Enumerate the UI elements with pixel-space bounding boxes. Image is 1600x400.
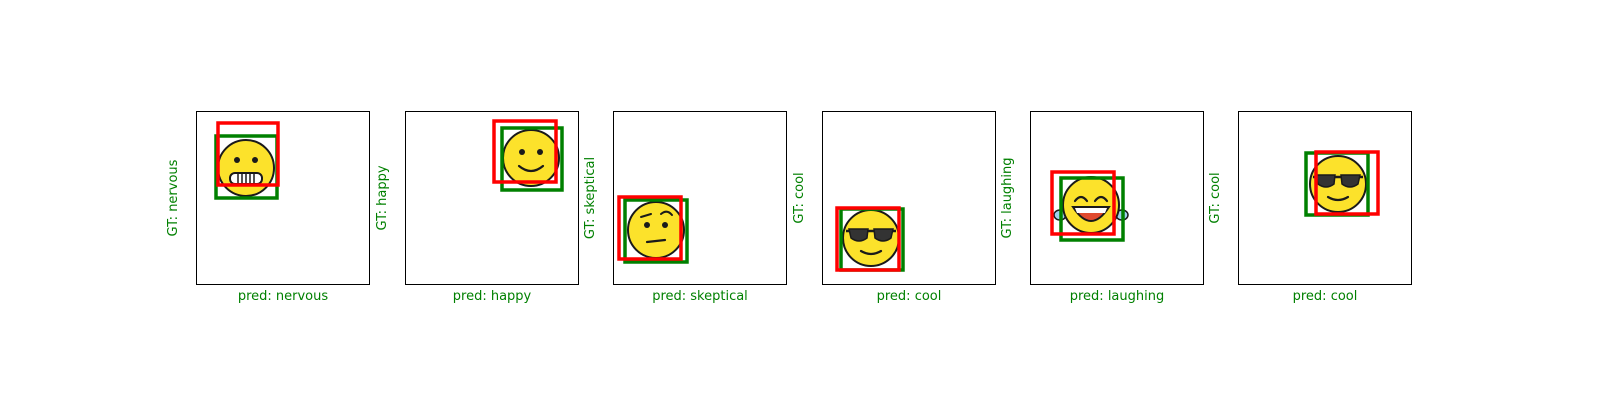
ground-truth-label: GT: cool [792,172,807,224]
ground-truth-label: GT: happy [375,165,390,231]
sample-panel-5: GT: laughing pred: laughing [1000,111,1204,304]
prediction-label: pred: skeptical [652,289,748,304]
slightly-smiling-face-icon [502,129,560,187]
prediction-label: pred: nervous [237,289,329,304]
ground-truth-label: GT: nervous [166,159,181,237]
predicted-box [492,119,558,184]
predicted-box [835,206,901,272]
grimacing-face-icon [217,139,275,197]
emoji-layer [492,119,564,192]
tears-of-joy-face-icon [1053,176,1129,234]
emoji-layer [835,206,905,272]
sample-panel-6: GT: cool pred: cool [1208,111,1412,304]
emoji-layer [214,121,280,200]
sunglasses-face-icon [842,209,900,267]
emoji-layer [617,195,689,264]
prediction-label: pred: laughing [1069,289,1165,304]
predicted-box [1314,150,1380,216]
ground-truth-box [500,126,564,192]
prediction-label: pred: happy [452,289,532,304]
predicted-box [1050,170,1116,236]
sample-panel-3: GT: skeptical pred: skeptical [583,111,787,304]
prediction-label: pred: cool [1292,289,1358,304]
sample-panel-2: GT: happy pred: happy [375,111,579,304]
sample-panel-4: GT: cool pred: cool [792,111,996,304]
prediction-label: pred: cool [876,289,942,304]
ground-truth-label: GT: cool [1208,172,1223,224]
ground-truth-label: GT: laughing [1000,157,1015,239]
image-frame [405,111,579,285]
emoji-layer [1050,170,1129,242]
ground-truth-box [623,198,689,264]
ground-truth-box [1059,176,1125,242]
predicted-box [617,195,683,261]
sunglasses-face-icon [1309,155,1367,213]
ground-truth-label: GT: skeptical [583,156,598,240]
predicted-box [216,121,280,187]
skeptical-face-icon [627,201,685,259]
sample-panel-1: GT: nervous pred: nervous [166,111,370,304]
emoji-layer [1304,150,1380,217]
